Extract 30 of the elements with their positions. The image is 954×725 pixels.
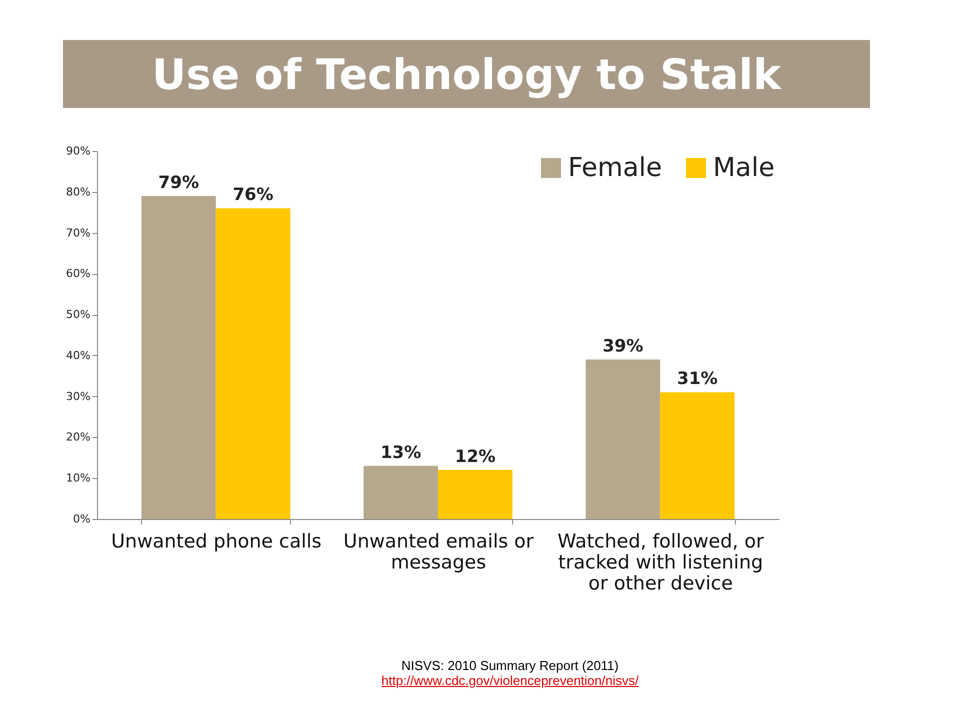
y-tick-label: 40%	[66, 348, 90, 362]
bar	[141, 196, 216, 519]
y-tick-label: 0%	[73, 512, 90, 526]
y-tick-label: 20%	[66, 430, 90, 444]
y-tick-label: 70%	[66, 226, 90, 240]
data-label: 76%	[232, 185, 274, 206]
legend-label: Male	[713, 153, 775, 183]
bar	[216, 208, 290, 519]
y-tick-label: 50%	[66, 308, 90, 322]
bar	[364, 466, 438, 519]
x-tick-label: Watched, followed, or tracked with listening or other device	[558, 530, 764, 594]
chart-title: Use of Technology to Stalk	[63, 40, 870, 108]
data-label: 79%	[158, 172, 199, 193]
bar	[586, 360, 660, 519]
y-tick-label: 10%	[66, 472, 90, 485]
data-label: 31%	[677, 369, 718, 390]
data-label: 12%	[454, 446, 496, 467]
x-tick-label: Unwanted emails or messages	[343, 530, 534, 574]
x-tick-label: Unwanted phone calls	[111, 530, 322, 552]
y-tick-label: 90%	[66, 144, 90, 158]
text: NISVS: 2010 Summary Report (2011)	[400, 658, 620, 673]
bar	[438, 470, 512, 519]
y-tick-label: 60%	[66, 267, 90, 280]
text: http://www.cdc.gov/violenceprevention/nisvs/	[380, 673, 640, 688]
data-label: 13%	[380, 442, 422, 463]
legend-label: Female	[568, 153, 662, 183]
y-tick-label: 80%	[66, 185, 90, 198]
y-tick-label: 30%	[66, 390, 90, 403]
bar	[660, 392, 735, 519]
data-label: 39%	[602, 336, 644, 357]
